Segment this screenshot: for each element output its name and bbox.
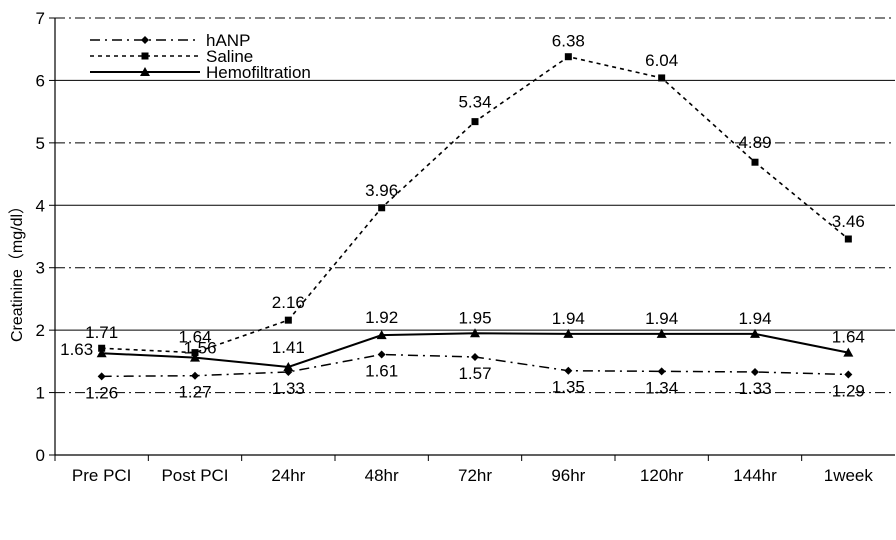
data-point-hemofiltration [843,347,854,357]
data-label-hemofiltration: 1.56 [183,339,216,358]
data-label-hemofiltration: 1.64 [832,328,865,347]
data-point-hemofiltration [656,328,667,338]
data-point-saline [378,204,386,212]
data-label-hemofiltration: 1.94 [738,309,771,328]
data-label-saline: 1.71 [85,323,118,342]
data-point-hanp [657,367,666,376]
data-point-hemofiltration [283,361,294,371]
data-label-hanp: 1.27 [178,383,211,402]
data-label-saline: 5.34 [458,93,491,112]
data-point-hanp [377,350,386,359]
data-label-hemofiltration: 1.94 [552,309,585,328]
y-tick-label: 4 [36,196,45,215]
x-tick-label: Post PCI [161,466,228,485]
data-point-hanp [471,352,479,361]
y-tick-label: 0 [36,446,45,465]
y-tick-label: 6 [36,71,45,90]
data-point-saline [844,235,852,243]
data-point-hanp [191,371,199,380]
data-label-hemofiltration: 1.92 [365,308,398,327]
legend-marker-saline [141,52,149,60]
x-tick-label: 96hr [551,466,585,485]
data-point-saline [564,53,572,61]
legend-marker-hanp [141,36,149,44]
data-point-saline [751,158,759,166]
y-tick-label: 3 [36,259,45,278]
data-point-hemofiltration [190,352,200,362]
data-point-hemofiltration [376,330,387,340]
data-label-hanp: 1.57 [458,364,491,383]
x-tick-label: 48hr [365,466,399,485]
data-point-hemofiltration [563,328,574,338]
data-label-hanp: 1.33 [272,379,305,398]
x-tick-label: Pre PCI [72,466,132,485]
data-label-hanp: 1.35 [552,378,585,397]
data-point-saline [471,118,479,126]
data-point-saline [658,74,666,82]
data-label-saline: 2.16 [272,293,305,312]
data-label-saline: 4.89 [738,133,771,152]
legend-label-hemofiltration: Hemofiltration [206,63,311,82]
data-point-hanp [751,367,759,376]
y-axis-label: Creatinine（mg/dl） [8,198,26,342]
x-tick-label: 24hr [271,466,305,485]
data-point-hemofiltration [470,328,480,338]
data-label-hanp: 1.34 [645,378,678,397]
data-label-hanp: 1.33 [738,379,771,398]
data-label-hemofiltration: 1.95 [458,308,491,327]
data-label-hemofiltration: 1.94 [645,309,678,328]
data-label-hemofiltration: 1.63 [60,340,93,359]
y-tick-label: 7 [36,9,45,28]
data-label-hemofiltration: 1.41 [272,338,305,357]
y-tick-label: 1 [36,384,45,403]
data-point-saline [284,316,292,324]
x-tick-label: 72hr [458,466,492,485]
y-tick-label: 2 [36,321,45,340]
data-point-hanp [97,372,106,381]
x-tick-label: 120hr [640,466,684,485]
data-label-hanp: 1.26 [85,383,118,402]
legend-label-saline: Saline [206,47,253,66]
data-label-saline: 3.46 [832,212,865,231]
x-tick-label: 144hr [733,466,777,485]
data-label-hanp: 1.61 [365,361,398,380]
data-label-saline: 6.04 [645,51,678,70]
data-label-hanp: 1.29 [832,381,865,400]
data-label-saline: 1.64 [178,328,211,347]
data-point-hanp [564,366,573,375]
x-tick-label: 1week [824,466,874,485]
y-tick-label: 5 [36,134,45,153]
legend-marker-hemofiltration [140,67,150,76]
data-point-hemofiltration [96,348,107,358]
data-point-hemofiltration [750,328,760,338]
data-label-saline: 3.96 [365,181,398,200]
data-label-saline: 6.38 [552,32,585,51]
data-point-hanp [844,370,853,379]
legend-label-hanp: hANP [206,31,250,50]
